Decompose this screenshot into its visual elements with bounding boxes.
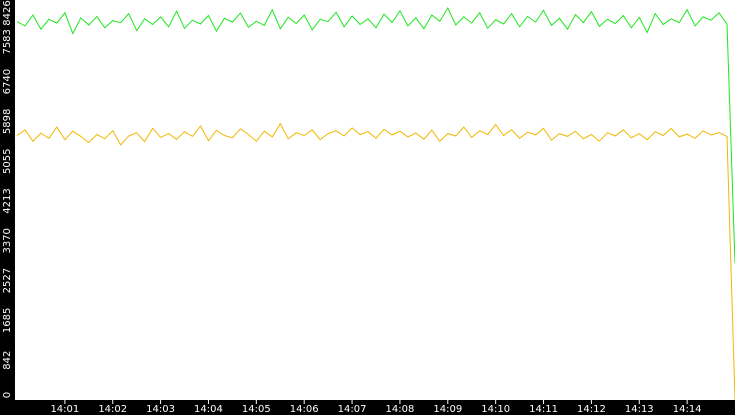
x-tick-label: 14:13 [625, 404, 654, 415]
y-tick-label: 6740 [2, 69, 13, 94]
y-tick-label: 8426 [2, 0, 13, 25]
y-tick-label: 5055 [2, 149, 13, 174]
x-tick-label: 14:06 [290, 404, 319, 415]
x-tick-label: 14:10 [481, 404, 510, 415]
y-tick-label: 5898 [2, 109, 13, 134]
y-tick-label: 7583 [2, 29, 13, 54]
x-tick-label: 14:04 [194, 404, 223, 415]
x-tick-label: 14:14 [673, 404, 702, 415]
x-tick-label: 14:07 [338, 404, 367, 415]
y-axis-band [0, 0, 15, 415]
y-tick-label: 1685 [2, 308, 13, 333]
y-tick-label: 842 [2, 351, 13, 370]
y-tick-label: 3370 [2, 228, 13, 253]
x-tick-label: 14:12 [577, 404, 606, 415]
x-tick-label: 14:09 [433, 404, 462, 415]
y-tick-label: 4213 [2, 188, 13, 213]
x-tick-label: 14:03 [146, 404, 175, 415]
x-tick-label: 14:01 [50, 404, 79, 415]
x-tick-label: 14:11 [529, 404, 558, 415]
x-tick-label: 14:02 [98, 404, 127, 415]
x-tick-label: 14:08 [386, 404, 415, 415]
series-line [16, 6, 735, 264]
series-line [16, 122, 735, 401]
x-tick-label: 14:05 [242, 404, 271, 415]
y-tick-label: 2527 [2, 268, 13, 293]
x-axis-band [0, 400, 735, 415]
y-tick-label: 0 [2, 392, 13, 398]
